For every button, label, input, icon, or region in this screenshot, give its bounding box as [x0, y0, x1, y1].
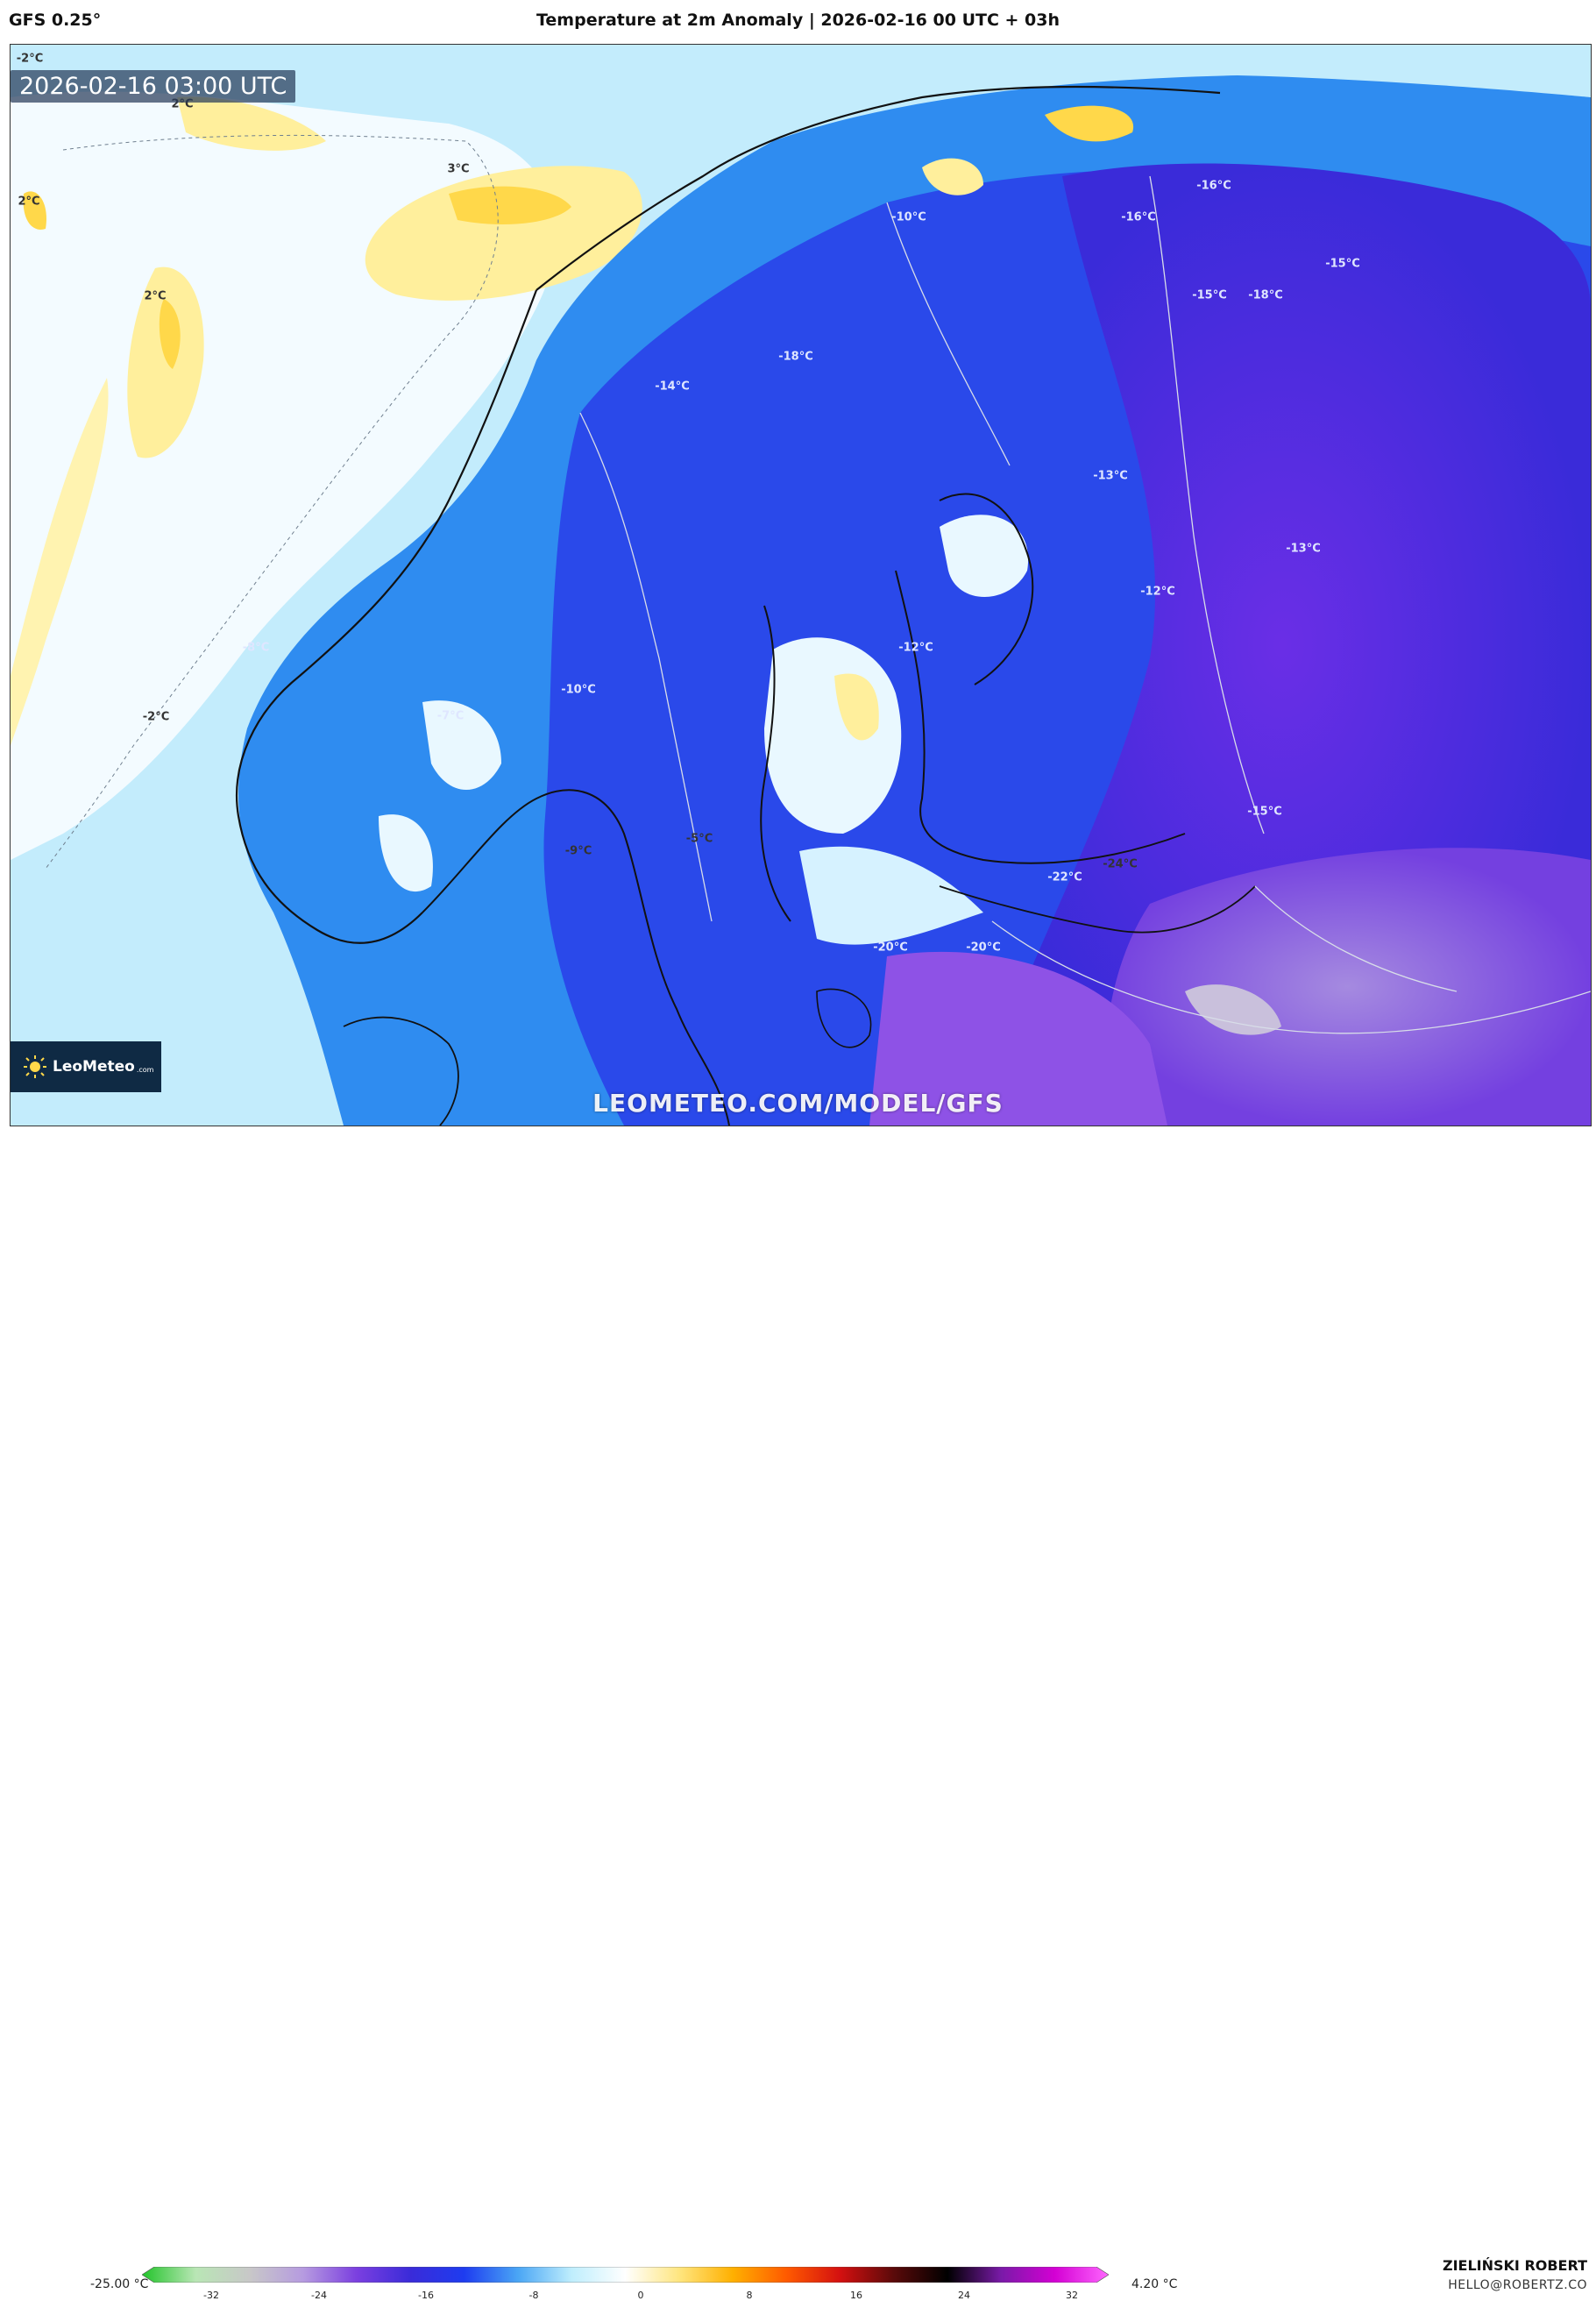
- isotherm-label: -22°C: [1047, 870, 1082, 884]
- extreme-cold-spot: [1185, 984, 1281, 1035]
- isotherm-label: -7°C: [436, 709, 465, 723]
- isotherm-label: -2°C: [16, 52, 44, 66]
- isotherm-label: -10°C: [561, 683, 596, 697]
- coastline: [760, 605, 791, 922]
- isotherm-label: -2°C: [142, 710, 170, 724]
- warm-patch: [127, 266, 204, 458]
- author-credit: ZIELIŃSKI ROBERT: [1442, 2257, 1587, 2274]
- map-title: Temperature at 2m Anomaly | 2026-02-16 0…: [536, 11, 1060, 30]
- colorbar-tick: 8: [746, 2290, 753, 2301]
- warm-core: [23, 191, 46, 230]
- warm-patch: [11, 378, 109, 746]
- mild-patch: [422, 700, 501, 790]
- anomaly-field: [11, 45, 1591, 1126]
- baltic-sea-field: [799, 846, 983, 945]
- coastline: [536, 85, 1221, 291]
- coastline: [939, 493, 1034, 685]
- warm-core: [1045, 105, 1134, 142]
- country-border: [1254, 885, 1458, 992]
- colorbar-tick: 16: [850, 2290, 862, 2301]
- author-email[interactable]: HELLO@ROBERTZ.CO: [1448, 2278, 1587, 2292]
- country-border: [991, 920, 1591, 1034]
- footer: -25.00 °C 4.20 °C -32 -24 -16 -8 0 8 16 …: [0, 1127, 1596, 2301]
- isotherm-label: -15°C: [1325, 257, 1360, 271]
- colorbar: [142, 2267, 1109, 2283]
- isotherm-label: -12°C: [898, 641, 933, 655]
- warm-core: [159, 299, 181, 369]
- warm-core: [449, 186, 571, 224]
- bothnia-mild: [940, 515, 1029, 597]
- colorbar-tick: -24: [311, 2290, 327, 2301]
- isotherm-label: -13°C: [1093, 469, 1128, 483]
- colorbar-min-label: -25.00 °C: [90, 2277, 149, 2291]
- isotherm-label: -16°C: [1196, 179, 1231, 193]
- colorbar-tick: -16: [418, 2290, 434, 2301]
- isotherm-label: -18°C: [1248, 288, 1283, 302]
- isotherm-label: -5°C: [685, 832, 713, 846]
- colorbar-tick: -32: [203, 2290, 219, 2301]
- map-canvas[interactable]: 2°C 3°C 2°C 2°C -10°C -16°C -16°C -15°C …: [10, 44, 1592, 1126]
- sun-icon: [24, 1055, 46, 1078]
- colorbar-max-label: 4.20 °C: [1131, 2277, 1178, 2291]
- coastline: [422, 789, 730, 1126]
- baltic-mild: [764, 637, 902, 834]
- isotherm-label: -9°C: [564, 844, 592, 858]
- isotherm-label: -20°C: [966, 941, 1001, 955]
- watermark-url[interactable]: LEOMETEO.COM/MODEL/GFS: [592, 1089, 1004, 1118]
- isotherm-label: 2°C: [18, 195, 40, 209]
- isotherm-label: -15°C: [1192, 288, 1227, 302]
- purple-field: [869, 951, 1167, 1126]
- header: GFS 0.25° Temperature at 2m Anomaly | 20…: [0, 0, 1596, 44]
- coastline: [895, 570, 1186, 864]
- isotherm-label: -24°C: [1103, 857, 1138, 871]
- warm-patch: [922, 158, 983, 195]
- isotherm-label: -13°C: [1286, 542, 1321, 556]
- isotherm-label: -15°C: [1247, 805, 1282, 819]
- isotherm-label: -16°C: [1121, 210, 1156, 224]
- country-border: [886, 202, 1011, 466]
- country-border: [1149, 175, 1265, 834]
- island-outline: [816, 988, 872, 1048]
- zero-contour: [45, 134, 499, 870]
- country-border: [579, 412, 713, 922]
- isotherm-label: -20°C: [873, 941, 908, 955]
- warm-patch: [365, 166, 642, 301]
- colorbar-tick: 0: [637, 2290, 644, 2301]
- isotherm-label: 2°C: [144, 289, 167, 303]
- warm-patch: [177, 96, 326, 151]
- colorbar-tick: 24: [958, 2290, 970, 2301]
- logo-text: LeoMeteo: [53, 1058, 135, 1076]
- purple-field: [1103, 848, 1591, 1126]
- colorbar-tick: 32: [1066, 2290, 1078, 2301]
- coastline: [236, 289, 538, 944]
- mild-patch: [379, 814, 433, 892]
- timestamp-badge: 2026-02-16 03:00 UTC: [11, 70, 296, 103]
- warm-patch: [834, 673, 879, 741]
- colorbar-tick: -8: [528, 2290, 539, 2301]
- isotherm-label: -10°C: [891, 210, 926, 224]
- coastline: [939, 885, 1256, 934]
- isotherm-label: 3°C: [447, 162, 470, 176]
- isotherm-label: -12°C: [1140, 585, 1175, 599]
- coastline: [343, 1016, 459, 1126]
- isotherm-label: -18°C: [778, 350, 813, 364]
- isotherm-label: -14°C: [655, 380, 690, 394]
- isotherm-label: -8°C: [242, 641, 270, 655]
- leometeo-logo[interactable]: LeoMeteo .com: [11, 1041, 161, 1092]
- model-name: GFS 0.25°: [9, 11, 102, 30]
- logo-domain: .com: [136, 1065, 154, 1074]
